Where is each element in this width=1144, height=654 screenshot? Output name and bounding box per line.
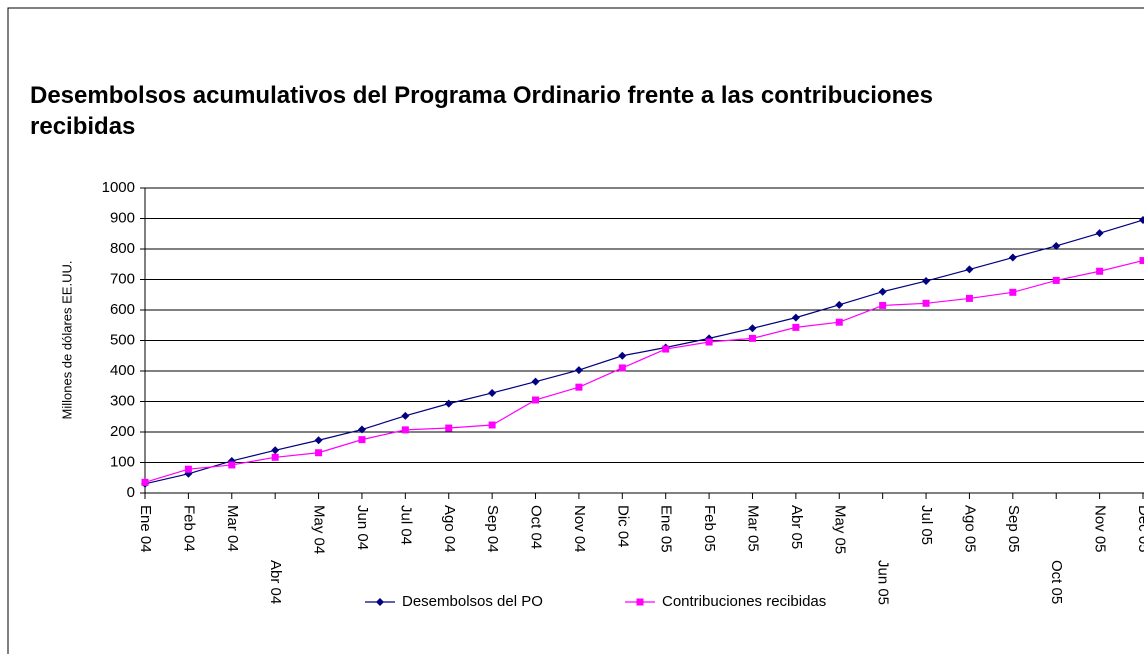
chart-title: Desembolsos acumulativos del Programa Or… — [30, 82, 933, 109]
x-tick-label: Abr 05 — [788, 505, 805, 549]
x-tick-label: Dic 04 — [614, 505, 631, 548]
x-tick-label: Sep 04 — [484, 505, 501, 553]
point — [618, 351, 627, 360]
x-tick-label: Nov 04 — [571, 505, 588, 553]
point — [141, 478, 149, 486]
point — [922, 299, 930, 307]
chart-title: recibidas — [30, 113, 135, 140]
point — [314, 436, 323, 445]
x-tick-label: Ago 04 — [441, 505, 458, 553]
y-tick-label: 400 — [110, 362, 135, 379]
point — [488, 421, 496, 429]
point — [488, 388, 497, 397]
x-tick-label: Jun 04 — [354, 505, 371, 550]
x-tick-label: May 05 — [831, 505, 848, 554]
point — [1052, 241, 1061, 250]
legend-label: Contribuciones recibidas — [662, 593, 826, 610]
legend-marker — [376, 598, 384, 606]
point — [1139, 216, 1144, 225]
point — [878, 287, 887, 296]
point — [575, 383, 583, 391]
legend-label: Desembolsos del PO — [402, 593, 543, 610]
x-tick-label: Oct 04 — [528, 505, 545, 549]
x-tick-label: Jul 04 — [397, 505, 414, 545]
y-tick-label: 600 — [110, 301, 135, 318]
point — [705, 338, 713, 346]
point — [401, 411, 410, 420]
y-axis-label: Millones de dólares EE.UU. — [59, 261, 74, 420]
series-line — [144, 219, 1144, 485]
x-tick-label: Dec 05 — [1135, 505, 1144, 553]
point — [228, 461, 236, 469]
point — [574, 366, 583, 375]
x-tick-label: Abr 04 — [267, 560, 284, 604]
point — [401, 426, 409, 434]
point — [1096, 267, 1104, 275]
point — [835, 318, 843, 326]
y-tick-label: 100 — [110, 453, 135, 470]
x-tick-label: Ene 05 — [658, 505, 675, 553]
point — [358, 436, 366, 444]
point — [965, 294, 973, 302]
point — [662, 345, 670, 353]
point — [618, 364, 626, 372]
point — [879, 301, 887, 309]
x-tick-label: Mar 05 — [745, 505, 762, 552]
point — [1052, 276, 1060, 284]
point — [531, 377, 540, 386]
y-tick-label: 900 — [110, 209, 135, 226]
y-tick-label: 1000 — [102, 179, 135, 196]
y-tick-label: 800 — [110, 240, 135, 257]
x-tick-label: Jul 05 — [918, 505, 935, 545]
y-tick-label: 0 — [127, 484, 135, 501]
point — [271, 453, 279, 461]
point — [1095, 229, 1104, 238]
point — [444, 399, 453, 408]
x-tick-label: Nov 05 — [1092, 505, 1109, 553]
y-tick-label: 700 — [110, 270, 135, 287]
point — [1139, 257, 1144, 265]
y-tick-label: 500 — [110, 331, 135, 348]
point — [271, 446, 280, 455]
x-tick-label: Sep 05 — [1005, 505, 1022, 553]
x-tick-label: Feb 04 — [180, 505, 197, 552]
point — [445, 424, 453, 432]
legend-marker — [636, 598, 644, 606]
point — [748, 334, 756, 342]
x-tick-label: Ago 05 — [961, 505, 978, 553]
point — [184, 465, 192, 473]
point — [1009, 288, 1017, 296]
y-tick-label: 300 — [110, 392, 135, 409]
point — [532, 396, 540, 404]
point — [791, 313, 800, 322]
y-tick-label: 200 — [110, 423, 135, 440]
point — [748, 324, 757, 333]
point — [357, 425, 366, 434]
x-tick-label: Ene 04 — [137, 505, 154, 553]
x-tick-label: Jun 05 — [875, 560, 892, 605]
point — [835, 300, 844, 309]
point — [1008, 253, 1017, 262]
point — [922, 277, 931, 286]
point — [315, 449, 323, 457]
series-line — [144, 260, 1144, 483]
x-tick-label: Mar 04 — [224, 505, 241, 552]
point — [792, 323, 800, 331]
point — [965, 265, 974, 274]
chart-border — [7, 7, 1144, 654]
x-tick-label: Feb 05 — [701, 505, 718, 552]
x-tick-label: Oct 05 — [1048, 560, 1065, 604]
x-tick-label: May 04 — [311, 505, 328, 554]
